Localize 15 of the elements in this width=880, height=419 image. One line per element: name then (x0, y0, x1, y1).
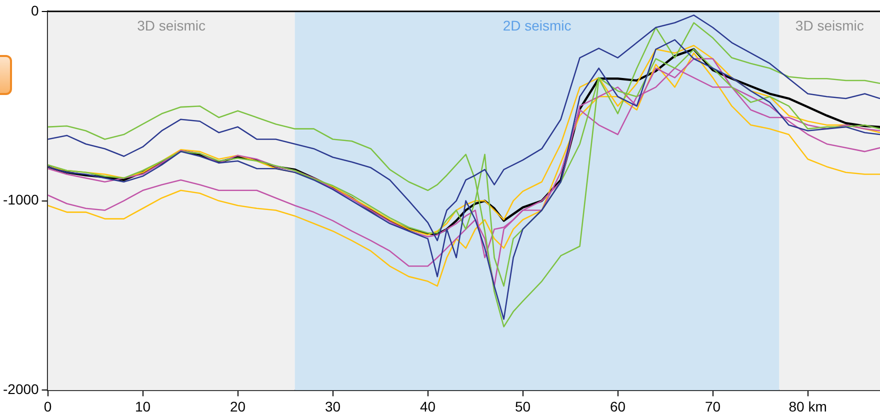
x-tick-label: 40 (420, 398, 436, 414)
x-tick-label: 60 (610, 398, 626, 414)
band-label: 3D seismic (137, 17, 206, 34)
y-tick-label: -1000 (2, 192, 40, 208)
band-label: 2D seismic (502, 17, 572, 34)
x-tick-label: 20 (230, 398, 246, 414)
y-tick-label: -2000 (2, 381, 40, 398)
x-tick-label: 30 (325, 398, 341, 414)
band-label: 3D seismic (795, 17, 864, 34)
x-tick-label: 0 (44, 398, 52, 414)
y-tick-label: 0 (31, 2, 40, 18)
x-tick-label: 70 (705, 398, 721, 414)
x-tick-label: 80 km (788, 398, 827, 414)
x-tick-label: 50 (515, 398, 531, 414)
x-tick-label: 10 (135, 398, 151, 414)
